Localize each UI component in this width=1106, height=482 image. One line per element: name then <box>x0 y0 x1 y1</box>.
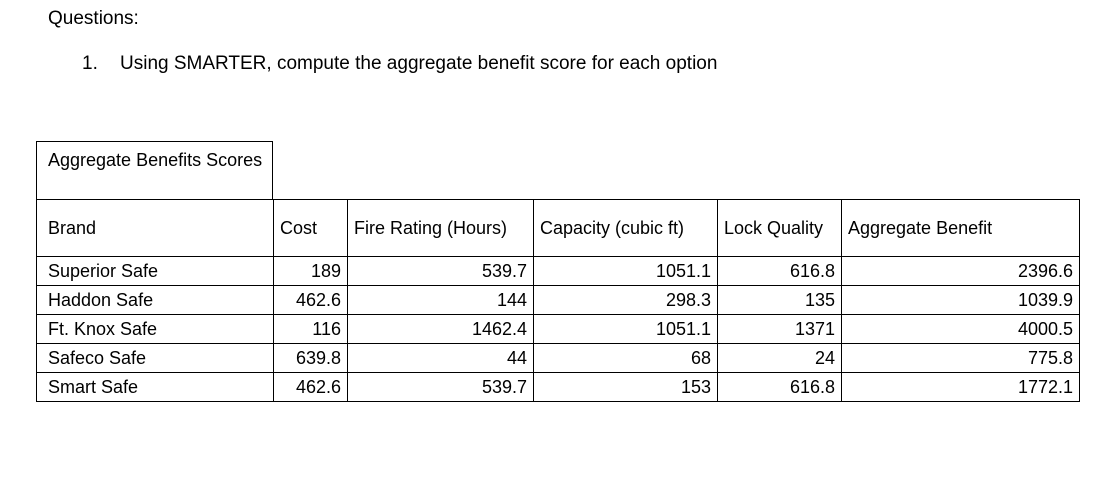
header-brand: Brand <box>36 199 274 257</box>
question-item: 1. Using SMARTER, compute the aggregate b… <box>82 53 717 75</box>
header-cost: Cost <box>273 199 348 257</box>
header-capacity: Capacity (cubic ft) <box>533 199 718 257</box>
question-text: Using SMARTER, compute the aggregate ben… <box>120 53 718 74</box>
cell-lock-quality: 135 <box>717 285 842 315</box>
cell-capacity: 1051.1 <box>533 314 718 344</box>
cell-capacity: 153 <box>533 372 718 402</box>
table-caption: Aggregate Benefits Scores <box>36 141 273 199</box>
cell-lock-quality: 616.8 <box>717 256 842 286</box>
cell-fire-rating: 44 <box>347 343 534 373</box>
cell-capacity: 68 <box>533 343 718 373</box>
header-lock-quality: Lock Quality <box>717 199 842 257</box>
table-row: Smart Safe 462.6 539.7 153 616.8 1772.1 <box>36 372 1080 402</box>
cell-aggregate-benefit: 1772.1 <box>841 372 1080 402</box>
cell-lock-quality: 616.8 <box>717 372 842 402</box>
cell-brand: Superior Safe <box>36 256 274 286</box>
cell-fire-rating: 1462.4 <box>347 314 534 344</box>
cell-cost: 189 <box>273 256 348 286</box>
table-row: Haddon Safe 462.6 144 298.3 135 1039.9 <box>36 285 1080 315</box>
table-row: Safeco Safe 639.8 44 68 24 775.8 <box>36 343 1080 373</box>
cell-aggregate-benefit: 775.8 <box>841 343 1080 373</box>
cell-cost: 462.6 <box>273 285 348 315</box>
cell-fire-rating: 144 <box>347 285 534 315</box>
cell-brand: Smart Safe <box>36 372 274 402</box>
aggregate-benefits-table: Brand Cost Fire Rating (Hours) Capacity … <box>36 199 1080 402</box>
cell-capacity: 1051.1 <box>533 256 718 286</box>
question-number: 1. <box>82 53 98 74</box>
table-header-row: Brand Cost Fire Rating (Hours) Capacity … <box>36 199 1080 257</box>
cell-cost: 116 <box>273 314 348 344</box>
table-row: Ft. Knox Safe 116 1462.4 1051.1 1371 400… <box>36 314 1080 344</box>
header-fire-rating: Fire Rating (Hours) <box>347 199 534 257</box>
table-row: Superior Safe 189 539.7 1051.1 616.8 239… <box>36 256 1080 286</box>
cell-brand: Safeco Safe <box>36 343 274 373</box>
cell-fire-rating: 539.7 <box>347 256 534 286</box>
cell-cost: 462.6 <box>273 372 348 402</box>
cell-capacity: 298.3 <box>533 285 718 315</box>
cell-brand: Haddon Safe <box>36 285 274 315</box>
cell-fire-rating: 539.7 <box>347 372 534 402</box>
cell-aggregate-benefit: 1039.9 <box>841 285 1080 315</box>
cell-aggregate-benefit: 4000.5 <box>841 314 1080 344</box>
cell-lock-quality: 1371 <box>717 314 842 344</box>
cell-aggregate-benefit: 2396.6 <box>841 256 1080 286</box>
questions-heading: Questions: <box>48 8 139 29</box>
cell-cost: 639.8 <box>273 343 348 373</box>
cell-lock-quality: 24 <box>717 343 842 373</box>
cell-brand: Ft. Knox Safe <box>36 314 274 344</box>
header-aggregate-benefit: Aggregate Benefit <box>841 199 1080 257</box>
